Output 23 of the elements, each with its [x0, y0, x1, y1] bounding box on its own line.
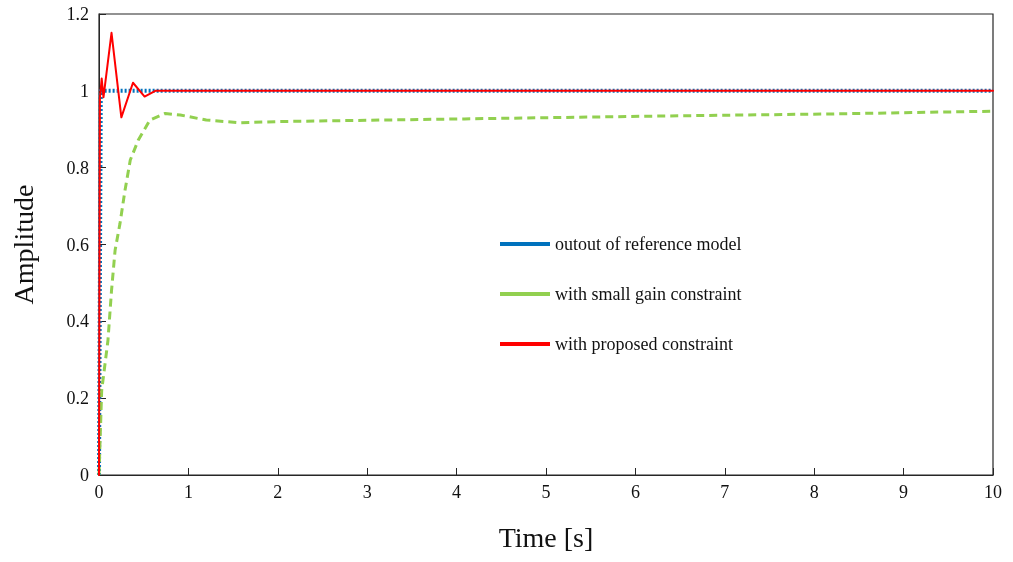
y-tick-label: 1	[80, 80, 89, 101]
y-tick-label: 0.6	[66, 234, 89, 255]
y-tick-label: 0	[80, 465, 89, 485]
x-tick-label: 0	[94, 482, 104, 502]
legend-label: with proposed constraint	[555, 334, 733, 354]
x-tick-label: 7	[720, 482, 730, 502]
x-tick-label: 9	[899, 482, 909, 502]
legend-label: outout of reference model	[555, 234, 742, 254]
x-tick-label: 1	[183, 482, 193, 502]
y-tick-label: 0.8	[66, 157, 89, 178]
x-tick-label: 5	[541, 482, 551, 502]
x-tick-label: 3	[362, 482, 372, 502]
x-tick-label: 2	[273, 482, 283, 502]
y-axis-title: Amplitude	[7, 184, 39, 305]
y-tick-label: 0.4	[66, 311, 89, 332]
legend-label: with small gain constraint	[555, 284, 742, 304]
y-tick-label: 0.2	[66, 388, 89, 409]
y-tick-label: 1.2	[66, 4, 89, 24]
x-tick-label: 10	[984, 482, 1002, 502]
x-tick-label: 6	[630, 482, 640, 502]
x-tick-label: 8	[809, 482, 819, 502]
x-tick-label: 4	[452, 482, 462, 502]
x-axis-title: Time [s]	[498, 521, 594, 553]
